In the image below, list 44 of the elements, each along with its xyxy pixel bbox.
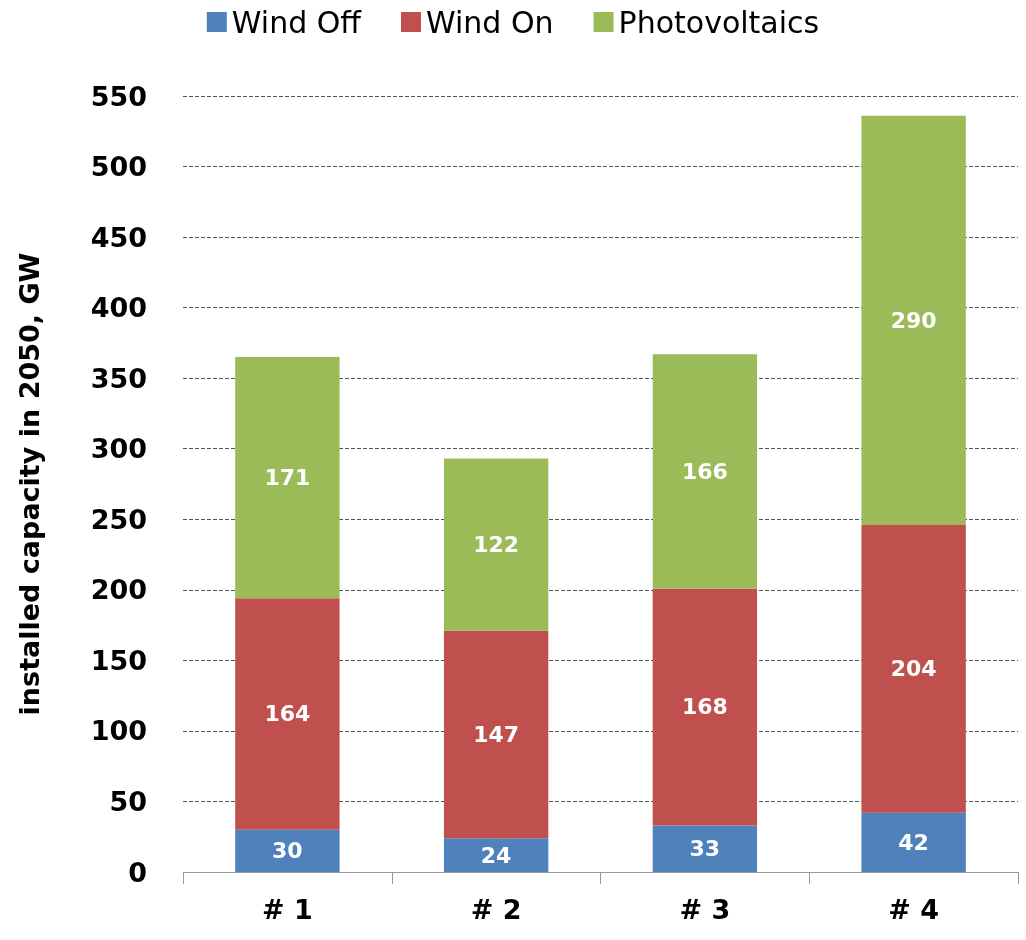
bar — [235, 829, 340, 872]
y-tick-label: 50 — [109, 785, 147, 817]
y-tick-label: 100 — [90, 715, 147, 747]
legend-label: Photovoltaics — [618, 4, 820, 40]
bar — [443, 630, 549, 839]
bar — [652, 825, 758, 872]
y-tick-label: 450 — [90, 221, 147, 253]
y-tick-label: 200 — [90, 574, 147, 606]
x-tick-label: # 4 — [888, 894, 940, 925]
data-label: 290 — [890, 307, 937, 333]
bar — [861, 812, 966, 872]
x-tick-label: # 1 — [261, 894, 313, 925]
x-tick-label: # 2 — [470, 894, 522, 925]
bar — [652, 354, 758, 589]
y-axis-title: installed capacity in 2050, GW — [14, 252, 45, 716]
data-label: 147 — [473, 721, 520, 747]
legend-label: Wind Off — [231, 4, 363, 40]
y-tick-label: 350 — [90, 362, 147, 394]
data-label: 122 — [473, 532, 520, 558]
y-tick-label: 500 — [90, 151, 147, 183]
bar — [861, 524, 966, 813]
data-label: 164 — [264, 701, 311, 727]
y-tick-label: 400 — [90, 292, 147, 324]
y-tick-label: 150 — [90, 644, 147, 676]
bar — [861, 115, 966, 525]
legend-label: Wind On — [426, 4, 554, 40]
bar — [443, 458, 549, 631]
data-label: 42 — [898, 829, 929, 855]
data-label: 166 — [681, 458, 728, 484]
y-tick-label: 250 — [90, 503, 147, 535]
data-label: 204 — [890, 656, 937, 682]
data-label: 171 — [264, 465, 311, 491]
bar — [235, 357, 340, 599]
y-tick-label: 0 — [128, 856, 147, 888]
data-label: 33 — [689, 836, 721, 862]
bar — [235, 598, 340, 830]
bar — [443, 838, 549, 872]
data-label: 168 — [681, 694, 728, 720]
x-tick-label: # 3 — [679, 894, 731, 925]
y-tick-label: 550 — [90, 80, 147, 112]
y-tick-label: 300 — [90, 433, 147, 465]
data-label: 24 — [480, 842, 512, 868]
data-label: 30 — [272, 838, 303, 864]
bar — [652, 588, 758, 826]
